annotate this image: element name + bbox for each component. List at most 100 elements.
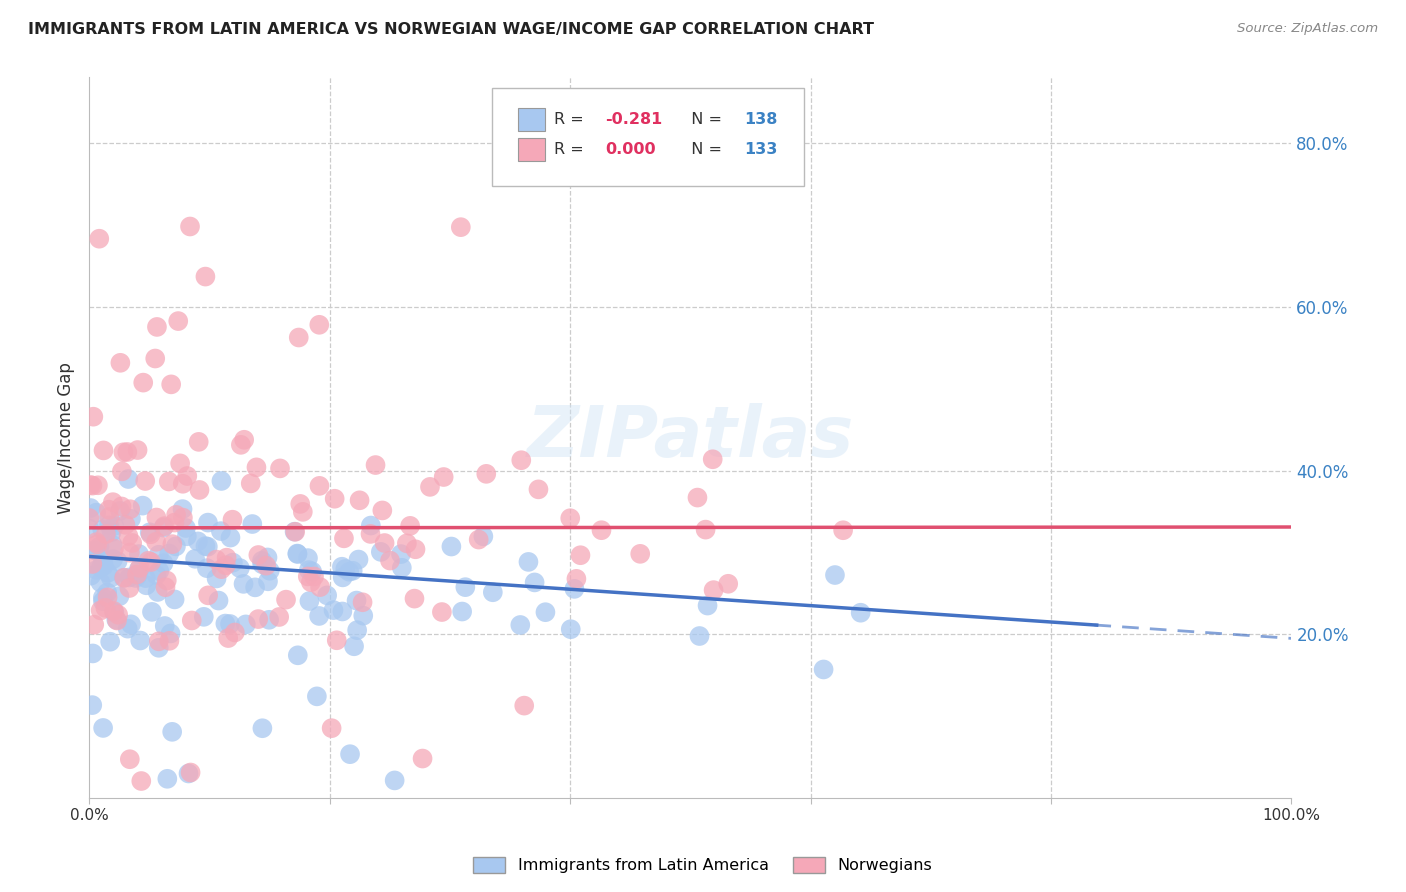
Point [93,558,115,573]
Text: 0.000: 0.000 [605,142,655,157]
Point [472,529,495,543]
Point [132,376,155,390]
Point [257,574,280,589]
Point [330,605,353,619]
Point [308,609,330,624]
Point [339,747,361,762]
Point [148,640,170,655]
Point [332,570,354,584]
Point [91,594,114,608]
Point [257,613,280,627]
Point [224,625,246,640]
Point [110,356,132,370]
Point [321,721,343,735]
Point [378,553,401,567]
Point [117,445,139,459]
Point [94,600,117,615]
Point [219,617,242,632]
Text: N =: N = [681,112,727,127]
Point [103,606,125,620]
Point [389,547,412,561]
Point [291,505,314,519]
Point [205,552,228,566]
Point [135,571,157,585]
Point [308,479,330,493]
Point [374,536,396,550]
Point [148,548,170,562]
Point [287,330,309,344]
Point [284,524,307,539]
Point [98,518,121,533]
Point [152,520,174,534]
Point [98,634,121,648]
Point [364,458,387,472]
Point [128,563,150,577]
Point [90,560,112,574]
Point [454,580,477,594]
Point [165,508,187,522]
Text: N =: N = [681,142,727,157]
Point [193,610,215,624]
Text: IMMIGRANTS FROM LATIN AMERICA VS NORWEGIAN WAGE/INCOME GAP CORRELATION CHART: IMMIGRANTS FROM LATIN AMERICA VS NORWEGI… [28,22,875,37]
Point [297,551,319,566]
Point [145,568,167,582]
Point [80,568,103,582]
Point [254,558,277,573]
Point [138,525,160,540]
Point [343,640,366,654]
Point [103,552,125,566]
Point [702,452,724,467]
Point [146,585,169,599]
Point [162,537,184,551]
Point [302,569,325,583]
Point [560,511,582,525]
Point [565,572,588,586]
Point [323,491,346,506]
Point [316,588,339,602]
Point [100,524,122,539]
Point [117,529,139,543]
Point [269,610,291,624]
Point [118,546,141,560]
Point [194,539,217,553]
Point [91,555,114,569]
Point [159,633,181,648]
Point [108,589,131,603]
Point [197,588,219,602]
Point [141,605,163,619]
Point [112,445,135,459]
Point [82,478,104,492]
Point [160,724,183,739]
Point [83,617,105,632]
Point [813,663,835,677]
Point [219,531,242,545]
Point [523,575,546,590]
Point [128,561,150,575]
Point [252,721,274,735]
Point [290,497,312,511]
Point [419,480,441,494]
Point [107,554,129,568]
Point [153,619,176,633]
Point [689,629,711,643]
Point [285,547,308,561]
Point [209,474,232,488]
Point [103,604,125,618]
Point [105,614,128,628]
Point [849,606,872,620]
Point [399,519,422,533]
Point [121,536,143,550]
Point [475,467,498,481]
Point [84,542,107,557]
Point [298,563,321,577]
Point [330,559,353,574]
Point [215,558,238,573]
Point [124,571,146,585]
Point [139,527,162,541]
Point [209,524,232,538]
Point [404,591,426,606]
Point [347,552,370,566]
Point [177,766,200,780]
Point [86,563,108,577]
Point [243,580,266,594]
